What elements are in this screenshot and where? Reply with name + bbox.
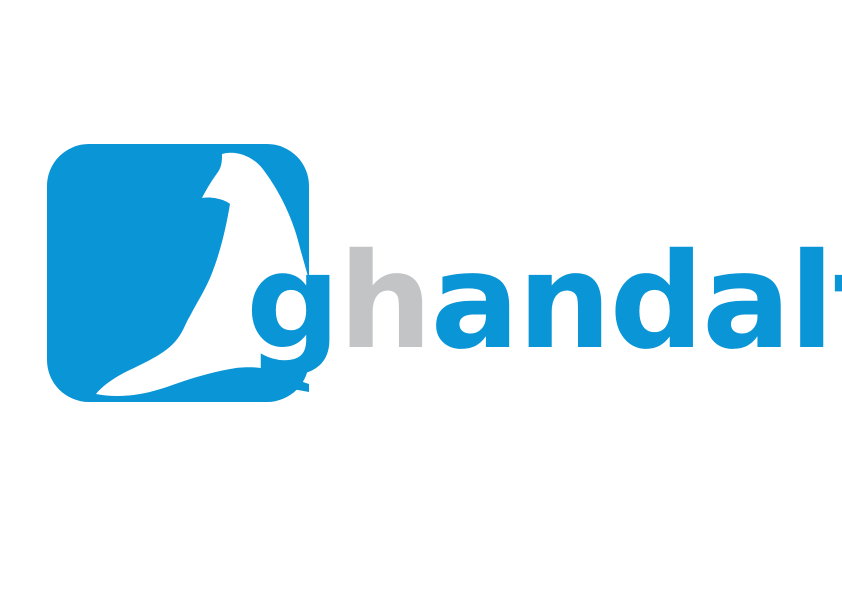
hat-brim-swoosh xyxy=(150,375,309,393)
wizard-hat-shape xyxy=(96,152,309,396)
wordmark-letter-h: h xyxy=(338,225,433,379)
wordmark-rest: andalf xyxy=(430,225,842,379)
logo-wordmark: g h andalf xyxy=(246,198,842,368)
wordmark-letter-g: g xyxy=(246,225,340,379)
